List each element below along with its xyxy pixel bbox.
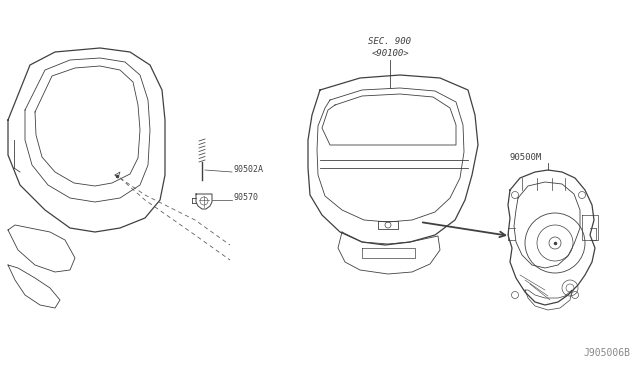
Text: J905006B: J905006B: [583, 348, 630, 358]
Text: 90502A: 90502A: [233, 166, 263, 174]
Text: 90500M: 90500M: [510, 154, 542, 163]
Text: 90570: 90570: [233, 193, 258, 202]
Text: SEC. 900: SEC. 900: [369, 38, 412, 46]
Text: <90100>: <90100>: [371, 49, 409, 58]
